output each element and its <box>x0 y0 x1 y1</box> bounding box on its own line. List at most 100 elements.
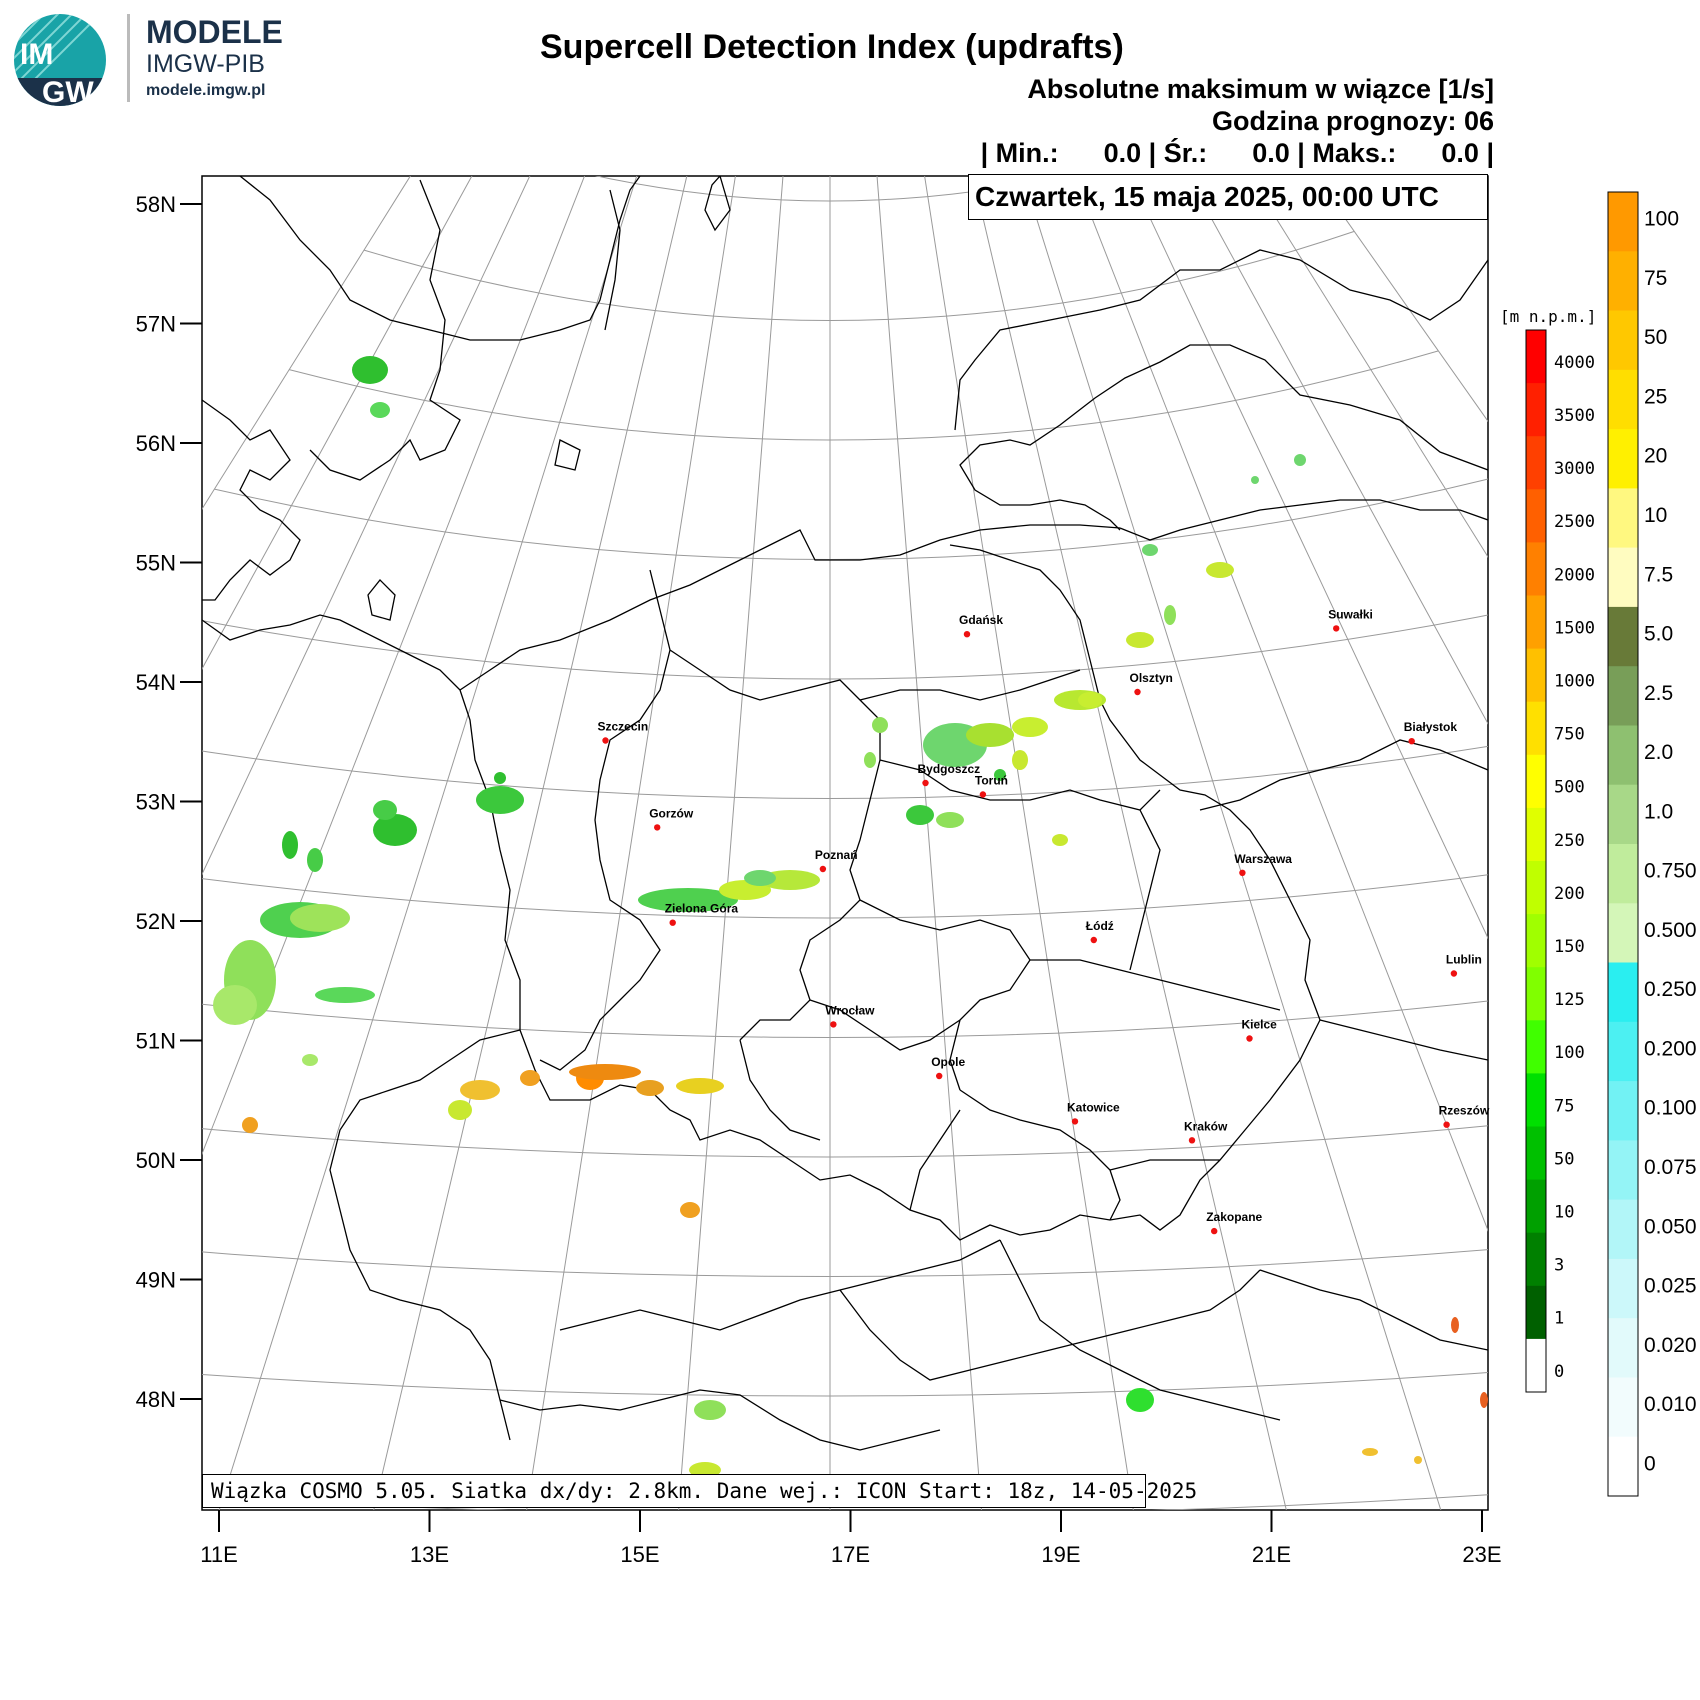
city-dot <box>1090 936 1098 944</box>
brand-title: MODELE <box>146 14 283 50</box>
value-label: 0.020 <box>1644 1334 1697 1357</box>
value-label: 0.250 <box>1644 978 1697 1001</box>
terrain-swatch <box>1526 1179 1546 1234</box>
valid-time-box: Czwartek, 15 maja 2025, 00:00 UTC <box>968 174 1488 220</box>
lat-label: 51N <box>136 1029 176 1054</box>
city-label: Białystok <box>1404 720 1458 734</box>
sdi-patch <box>906 805 934 825</box>
lat-label: 49N <box>136 1268 176 1293</box>
city-label: Toruń <box>975 774 1008 788</box>
city-label: Wrocław <box>825 1003 875 1017</box>
city-label: Gdańsk <box>959 613 1003 627</box>
sdi-patch <box>680 1202 700 1218</box>
terrain-title: [m n.p.m.] <box>1500 307 1596 326</box>
city-dot <box>1188 1137 1196 1144</box>
meridian-line <box>1187 176 1488 725</box>
value-swatch <box>1608 1377 1638 1438</box>
terrain-label: 100 <box>1554 1043 1585 1063</box>
value-swatch <box>1608 310 1638 371</box>
sdi-patch <box>352 356 388 384</box>
sdi-patch <box>1142 544 1158 556</box>
sdi-patch <box>307 848 323 872</box>
lat-label: 58N <box>136 192 176 217</box>
map-title: Supercell Detection Index (updrafts) <box>540 28 1124 66</box>
value-swatch <box>1608 429 1638 489</box>
value-label: 2.0 <box>1644 741 1673 764</box>
city-label: Kielce <box>1242 1018 1278 1032</box>
value-label: 0 <box>1644 1452 1656 1475</box>
model-info-box: Wiązka COSMO 5.05. Siatka dx/dy: 2.8km. … <box>202 1474 1197 1508</box>
terrain-label: 50 <box>1554 1149 1574 1169</box>
terrain-swatch <box>1526 914 1546 968</box>
city-label: Lublin <box>1446 953 1482 967</box>
sdi-patch <box>1480 1392 1488 1408</box>
value-swatch <box>1608 666 1638 727</box>
value-label: 0.025 <box>1644 1275 1697 1298</box>
coast-sweden <box>239 176 641 341</box>
lat-label: 48N <box>136 1387 176 1412</box>
value-swatch <box>1608 192 1638 252</box>
lon-label: 17E <box>831 1542 870 1567</box>
value-swatch <box>1608 903 1638 964</box>
coast-germany <box>202 614 461 691</box>
sdi-patch <box>636 1080 664 1096</box>
value-label: 0.750 <box>1644 860 1697 883</box>
value-label: 5.0 <box>1644 623 1673 646</box>
terrain-swatch <box>1526 1073 1546 1128</box>
city-label: Olsztyn <box>1130 671 1173 685</box>
coast-denmark <box>202 399 301 601</box>
sdi-patch <box>569 1064 641 1080</box>
value-swatch <box>1608 606 1638 667</box>
value-label: 25 <box>1644 386 1667 409</box>
sdi-patch <box>1126 1388 1154 1412</box>
coast-oland <box>604 189 621 331</box>
city-label: Warszawa <box>1234 852 1292 866</box>
city-label: Suwałki <box>1328 607 1373 621</box>
sdi-patch <box>1052 834 1068 846</box>
city-label: Rzeszów <box>1439 1104 1490 1118</box>
sdi-patch <box>744 870 776 886</box>
city-dot <box>669 919 676 926</box>
city-markers: Gdańsk Suwałki Olsztyn Białystok Szczecin Byd… <box>598 607 1490 1235</box>
value-label: 10 <box>1644 504 1667 527</box>
voivodeships <box>539 569 1281 1221</box>
sdi-patch <box>315 987 375 1003</box>
graticule <box>202 176 1488 1510</box>
value-label: 0.200 <box>1644 1038 1697 1061</box>
value-swatch <box>1608 251 1638 312</box>
terrain-swatch <box>1526 436 1546 490</box>
terrain-label: 0 <box>1554 1362 1564 1382</box>
longitude-labels: 11E 13E 15E 17E 19E 21E 23E <box>200 1510 1502 1567</box>
city-dot <box>963 631 971 638</box>
forecast-hour: Godzina prognozy: 06 <box>1211 106 1494 136</box>
terrain-label: 250 <box>1554 831 1585 851</box>
meridian-line <box>678 176 784 1510</box>
terrain-frame <box>1525 329 1547 1393</box>
coast-poland <box>459 524 1121 691</box>
value-swatch <box>1608 784 1638 845</box>
sdi-patch <box>373 800 397 820</box>
sdi-patch <box>302 1054 318 1066</box>
lat-label: 56N <box>136 431 176 456</box>
parallel-line <box>202 874 1488 919</box>
lon-label: 21E <box>1252 1542 1291 1567</box>
meridian-line <box>202 176 531 876</box>
sdi-patch <box>676 1078 724 1094</box>
value-swatch <box>1608 488 1638 549</box>
city-dot <box>922 779 929 787</box>
value-label: 50 <box>1644 326 1667 349</box>
value-label: 20 <box>1644 445 1667 468</box>
terrain-swatch <box>1526 595 1546 650</box>
sdi-patch <box>520 1070 540 1086</box>
sdi-patch <box>872 717 888 733</box>
city-dot <box>1134 688 1141 696</box>
brand-url[interactable]: modele.imgw.pl <box>146 82 266 99</box>
value-label: 0.010 <box>1644 1393 1697 1416</box>
value-swatch <box>1608 1081 1638 1141</box>
meridian-line <box>1022 176 1442 1510</box>
terrain-label: 1000 <box>1554 672 1595 692</box>
terrain-label: 3 <box>1554 1256 1564 1276</box>
sdi-patch <box>1012 750 1028 770</box>
coastline <box>959 344 1488 531</box>
valid-time: Czwartek, 15 maja 2025, 00:00 UTC <box>975 181 1439 212</box>
